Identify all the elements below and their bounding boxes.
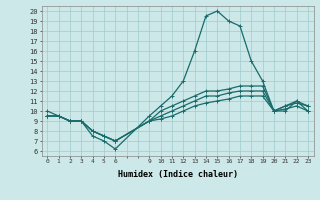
X-axis label: Humidex (Indice chaleur): Humidex (Indice chaleur) xyxy=(118,170,237,179)
